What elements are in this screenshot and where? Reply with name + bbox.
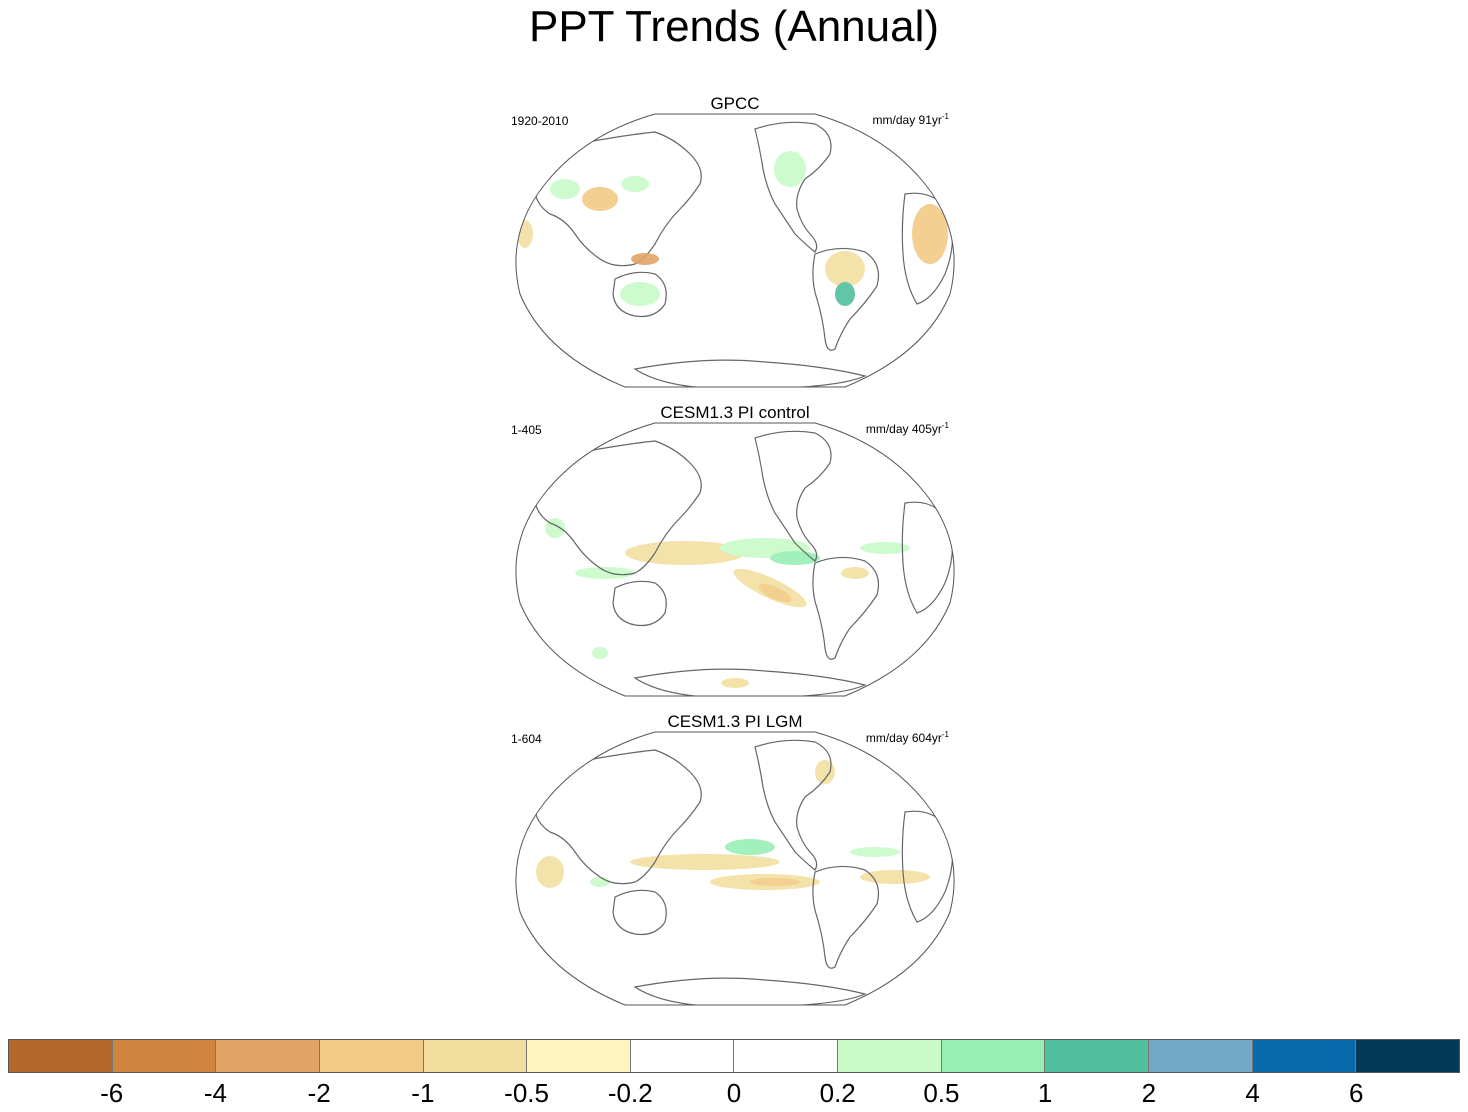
colorbar-segment — [1045, 1040, 1150, 1072]
trend-shading — [517, 151, 948, 306]
colorbar-tick-label: -2 — [307, 1078, 331, 1108]
colorbar-segment — [630, 1040, 735, 1072]
colorbar-segment — [216, 1040, 320, 1072]
panel-period: 1-604 — [511, 732, 542, 746]
panel-period: 1-405 — [511, 423, 542, 437]
colorbar-segment — [734, 1040, 839, 1072]
main-title: PPT Trends (Annual) — [528, 2, 940, 51]
panel-title: GPCC — [710, 94, 760, 113]
panel-units: mm/day 91yr-1 — [872, 112, 949, 127]
panel-title: CESM1.3 PI LGM — [667, 712, 803, 731]
colorbar-segment — [9, 1040, 113, 1072]
map-pi-lgm — [515, 731, 955, 1006]
colorbar-tick-label: 2 — [1141, 1078, 1157, 1108]
colorbar-tick-label: -0.5 — [504, 1078, 549, 1108]
land-outlines — [534, 430, 954, 696]
panel-period: 1920-2010 — [511, 114, 569, 128]
colorbar-segment — [1356, 1040, 1459, 1072]
colorbar-segment — [941, 1040, 1046, 1072]
trend-shading — [536, 760, 930, 890]
colorbar-tick-label: 0 — [726, 1078, 742, 1108]
colorbar-segment — [423, 1040, 528, 1072]
colorbar-segment — [838, 1040, 942, 1072]
colorbar-segment — [527, 1040, 631, 1072]
colorbar-tick-label: 4 — [1245, 1078, 1260, 1108]
colorbar-segment — [1252, 1040, 1357, 1072]
panel-units: mm/day 604yr-1 — [865, 730, 949, 745]
land-outlines — [534, 121, 954, 387]
map-panel-gpcc: GPCC 1920-2010 mm/day 91yr-1 — [505, 94, 965, 394]
panel-units: mm/day 405yr-1 — [865, 421, 949, 436]
colorbar-tick-label: 6 — [1349, 1078, 1364, 1108]
colorbar-labels: -6 -4 -2 -1 -0.5 -0.2 0 0.2 0.5 1 2 4 6 — [8, 1078, 1460, 1110]
colorbar-tick-label: 1 — [1037, 1078, 1053, 1108]
colorbar-tick-label: 0.2 — [819, 1078, 856, 1108]
colorbar-segment — [112, 1040, 217, 1072]
colorbar-segment — [1149, 1040, 1253, 1072]
map-panel-pi-control: CESM1.3 PI control 1-405 mm/day 405yr-1 — [505, 403, 965, 703]
colorbar-tick-label: -1 — [411, 1078, 435, 1108]
trend-shading — [545, 518, 910, 688]
colorbar-tick-label: 0.5 — [923, 1078, 960, 1108]
map-pi-control — [515, 422, 955, 697]
colorbar-tick-label: -0.2 — [607, 1078, 653, 1108]
map-gpcc — [515, 113, 955, 388]
colorbar-tick-label: -6 — [100, 1078, 124, 1108]
map-panel-pi-lgm: CESM1.3 PI LGM 1-604 mm/day 604yr-1 — [505, 712, 965, 1012]
panel-title: CESM1.3 PI control — [660, 403, 810, 422]
colorbar-segment — [319, 1040, 424, 1072]
colorbar-tick-label: -4 — [203, 1078, 227, 1108]
colorbar — [8, 1039, 1460, 1073]
